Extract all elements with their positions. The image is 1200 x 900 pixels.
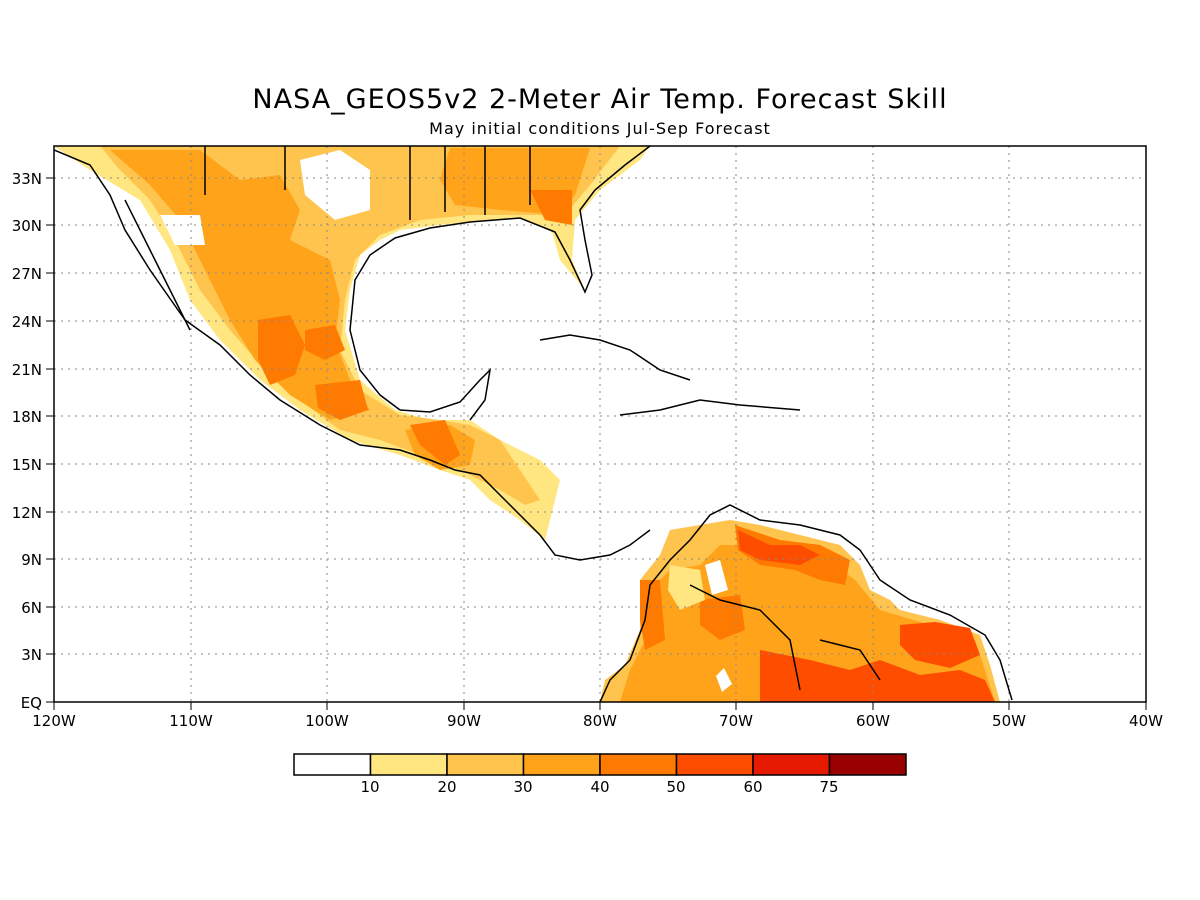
lat-label: 18N: [12, 408, 42, 426]
lat-label: 3N: [21, 646, 42, 664]
lat-label: 12N: [12, 504, 42, 522]
lon-label: 70W: [719, 712, 753, 730]
lon-label: 50W: [992, 712, 1026, 730]
lon-label: 110W: [169, 712, 213, 730]
lat-label: EQ: [21, 694, 42, 712]
lat-label: 15N: [12, 456, 42, 474]
lat-label: 6N: [21, 599, 42, 617]
chart-title: NASA_GEOS5v2 2-Meter Air Temp. Forecast …: [252, 84, 948, 115]
skill-region-mexico-red: [258, 315, 305, 385]
skill-region-sa-yellow: [668, 565, 705, 610]
colorbar-label: 60: [743, 778, 762, 796]
skill-region-sa-white-2: [716, 668, 732, 692]
colorbar-swatch: [522, 753, 601, 776]
colorbar-swatch: [293, 753, 372, 776]
colorbar-swatch: [446, 753, 525, 776]
lat-label: 27N: [12, 265, 42, 283]
lon-label: 100W: [305, 712, 349, 730]
colorbar-labels: 10 20 30 40 50 60 75: [360, 778, 838, 796]
skill-region-sa-orange-2: [700, 595, 745, 640]
lat-label: 21N: [12, 361, 42, 379]
axis-ticks: [46, 177, 1147, 710]
skill-fill-layer: [54, 146, 1000, 702]
lon-label: 90W: [447, 712, 481, 730]
colorbar-label: 50: [666, 778, 685, 796]
lat-label: 24N: [12, 313, 42, 331]
lat-label: 30N: [12, 217, 42, 235]
skill-region-white-1: [300, 150, 370, 220]
colorbar-label: 75: [819, 778, 838, 796]
colorbar-label: 20: [437, 778, 456, 796]
lat-labels: 33N 30N 27N 24N 21N 18N 15N 12N 9N 6N 3N…: [12, 170, 42, 712]
coastlines: [54, 146, 1013, 702]
lat-label: 33N: [12, 170, 42, 188]
lat-label: 9N: [21, 551, 42, 569]
colorbar-swatch: [369, 753, 448, 776]
lon-label: 80W: [583, 712, 617, 730]
skill-region-sa-red-2: [900, 622, 980, 668]
skill-region-white-2: [160, 215, 205, 245]
skill-region-mexico-red-3: [315, 380, 368, 420]
colorbar-label: 40: [590, 778, 609, 796]
skill-region-mexico-red-5: [530, 190, 572, 225]
skill-region-sa-white: [705, 560, 728, 595]
colorbar-swatch: [828, 753, 907, 776]
gridlines: [54, 146, 1146, 702]
colorbar: [293, 753, 907, 776]
lon-labels: 120W 110W 100W 90W 80W 70W 60W 50W 40W: [32, 712, 1163, 730]
lon-label: 40W: [1129, 712, 1163, 730]
skill-region-mexico-high: [110, 150, 370, 420]
colorbar-swatch: [675, 753, 754, 776]
lon-label: 60W: [856, 712, 890, 730]
colorbar-label: 30: [513, 778, 532, 796]
skill-region-mexico-red-4: [410, 420, 460, 465]
skill-region-sa-orange-3: [640, 580, 665, 650]
colorbar-swatch: [599, 753, 678, 776]
skill-region-mexico-red-2: [305, 325, 345, 360]
colorbar-swatch: [752, 753, 831, 776]
lon-label: 120W: [32, 712, 76, 730]
colorbar-label: 10: [360, 778, 379, 796]
skill-region-sa-red-3: [738, 530, 820, 565]
chart-subtitle: May initial conditions Jul-Sep Forecast: [429, 119, 771, 138]
